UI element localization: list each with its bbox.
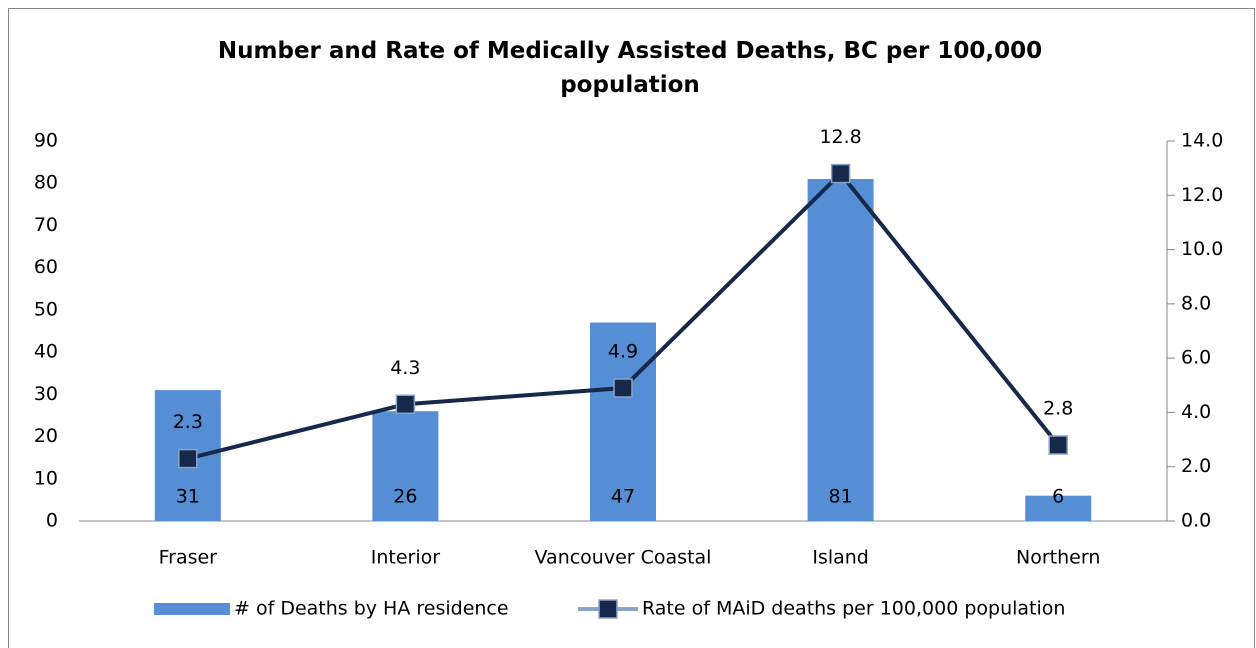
y2-tick-label: 4.0 — [1181, 401, 1211, 423]
legend-label: Rate of MAiD deaths per 100,000 populati… — [642, 598, 1065, 620]
y2-tick-label: 6.0 — [1181, 347, 1211, 369]
line-value-label: 4.9 — [608, 341, 638, 363]
y-tick-label: 50 — [34, 298, 58, 320]
x-tick-label: Fraser — [159, 547, 218, 569]
line-value-label: 12.8 — [819, 126, 861, 148]
legend-swatch — [154, 603, 230, 615]
bar — [1025, 495, 1092, 521]
y-tick-label: 60 — [34, 256, 58, 278]
y2-tick-label: 10.0 — [1181, 238, 1223, 260]
bar-value-label: 6 — [1052, 486, 1064, 508]
chart-frame — [8, 8, 1255, 648]
line-value-label: 4.3 — [390, 357, 420, 379]
y-tick-label: 40 — [34, 341, 58, 363]
y-tick-label: 10 — [34, 467, 58, 489]
line-marker — [395, 394, 416, 415]
line-value-label: 2.3 — [173, 411, 203, 433]
y-tick-label: 70 — [34, 214, 58, 236]
y2-tick-label: 12.0 — [1181, 184, 1223, 206]
x-tick-label: Interior — [371, 547, 440, 569]
bar — [807, 179, 874, 521]
y-tick-label: 90 — [34, 130, 58, 152]
line-marker — [613, 378, 633, 398]
line-marker — [178, 448, 198, 469]
x-tick-label: Island — [812, 547, 869, 569]
line-marker — [1048, 435, 1068, 455]
bar — [372, 411, 439, 521]
y2-tick-label: 14.0 — [1181, 130, 1223, 152]
chart-title: Number and Rate of Medically Assisted De… — [217, 38, 1043, 98]
x-tick-label: Vancouver Coastal — [535, 547, 712, 569]
y2-tick-label: 2.0 — [1181, 455, 1211, 477]
x-tick-label: Northern — [1016, 547, 1100, 569]
bar-value-label: 26 — [393, 486, 417, 508]
line-marker — [830, 163, 851, 184]
y-tick-label: 30 — [34, 383, 58, 405]
y-tick-label: 20 — [34, 425, 58, 447]
y-tick-label: 80 — [34, 172, 58, 194]
bar-value-label: 81 — [829, 486, 853, 508]
y2-tick-label: 8.0 — [1181, 292, 1211, 314]
bar-value-label: 47 — [611, 486, 635, 508]
y2-tick-label: 0.0 — [1181, 510, 1211, 532]
y-tick-label: 0 — [46, 510, 58, 532]
legend-swatch — [598, 599, 618, 619]
bar — [590, 322, 656, 521]
line-value-label: 2.8 — [1043, 398, 1073, 420]
bar-value-label: 31 — [176, 486, 200, 508]
legend-label: # of Deaths by HA residence — [234, 598, 509, 620]
